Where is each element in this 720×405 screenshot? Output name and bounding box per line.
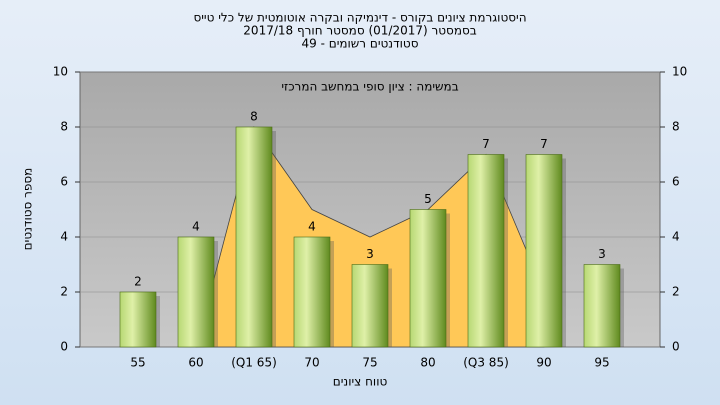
y2-tick-label: 10 (672, 65, 687, 79)
chart-title: היסטוגרמת ציונים בקורס - דינמיקה ובקרה א… (193, 11, 526, 25)
y-tick-label: 2 (60, 285, 68, 299)
x-tick-label: (Q1 65) (231, 356, 277, 370)
annotation: במשימה : ציון סופי במחשב המרכזי (281, 80, 458, 94)
bar (467, 154, 505, 348)
bar (235, 126, 273, 348)
value-label: 4 (308, 220, 316, 234)
value-label: 2 (134, 275, 142, 289)
bar (351, 264, 389, 348)
y-tick-label: 6 (60, 175, 68, 189)
bar (583, 264, 621, 348)
x-tick-label: 60 (188, 356, 203, 370)
x-tick-label: 75 (362, 356, 377, 370)
y-axis-label: מספר סטודנטים (21, 168, 35, 251)
x-tick-label: 80 (420, 356, 435, 370)
value-label: 7 (482, 137, 490, 151)
y2-tick-label: 6 (672, 175, 680, 189)
y-tick-label: 8 (60, 120, 68, 134)
value-label: 3 (366, 247, 374, 261)
y-tick-label: 0 (60, 340, 68, 354)
x-tick-label: 70 (304, 356, 319, 370)
x-tick-label: 55 (130, 356, 145, 370)
y-tick-label: 4 (60, 230, 68, 244)
chart-subtitle: סטודנטים רשומים - 49 (301, 37, 418, 51)
bar (409, 209, 447, 348)
x-tick-label: (Q3 85) (463, 356, 509, 370)
x-tick-label: 95 (594, 356, 609, 370)
y2-tick-label: 0 (672, 340, 680, 354)
value-label: 4 (192, 220, 200, 234)
value-label: 3 (598, 247, 606, 261)
x-tick-label: 90 (536, 356, 551, 370)
bar (293, 236, 331, 348)
y2-tick-label: 8 (672, 120, 680, 134)
bar (177, 236, 215, 348)
value-label: 7 (540, 137, 548, 151)
x-axis-label: טווח ציונים (333, 375, 388, 389)
y2-tick-label: 2 (672, 285, 680, 299)
value-label: 5 (424, 192, 432, 206)
chart-subtitle: בסמסטר (01/2017) סמסטר חורף 2017/18 (243, 24, 476, 38)
value-label: 8 (250, 110, 258, 124)
bar (119, 291, 157, 348)
y2-tick-label: 4 (672, 230, 680, 244)
y-tick-label: 10 (53, 65, 68, 79)
bar (525, 154, 563, 348)
